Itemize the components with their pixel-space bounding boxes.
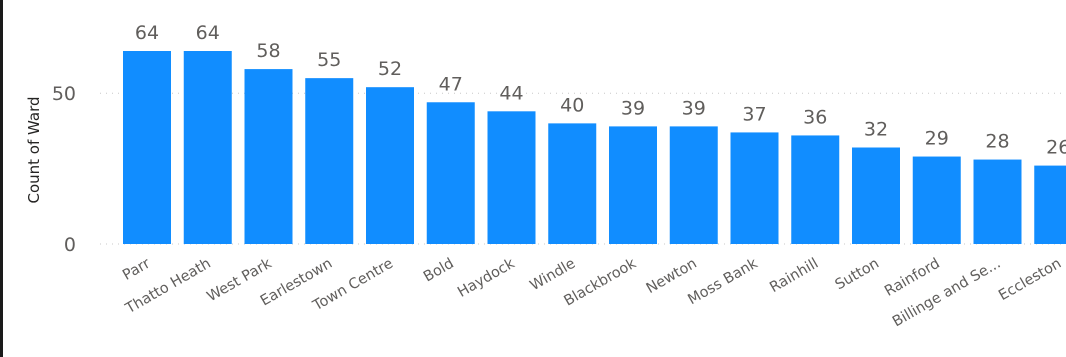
bar [366,87,414,244]
bar [730,132,779,244]
bar [669,126,718,244]
category-label: Rainhill [767,256,821,296]
data-label: 39 [682,97,706,119]
bar [973,159,1022,244]
data-label: 37 [742,103,766,125]
category-label: Haydock [455,255,518,301]
data-label: 47 [439,73,463,95]
data-label: 36 [803,106,827,128]
bar [123,51,171,244]
data-label: 26 [1046,137,1066,159]
data-label: 40 [560,94,584,116]
data-label: 52 [378,58,402,80]
data-label: 64 [135,22,159,44]
y-tick-label: 0 [64,234,76,256]
category-label: Bold [421,256,457,286]
data-label: 28 [985,131,1009,153]
bar [609,126,657,244]
data-label: 58 [256,40,280,62]
bar [426,102,475,244]
category-label: Billinge and Se... [890,256,1004,331]
bar [1034,165,1066,244]
data-label: 32 [864,119,888,141]
category-label: Windle [527,256,578,295]
bar [244,69,293,244]
bar [548,123,597,244]
y-tick-label: 50 [52,83,76,105]
category-label: Moss Bank [685,255,761,308]
bar [791,135,840,244]
data-label: 55 [317,49,341,71]
bar [852,147,900,244]
bar [912,156,961,244]
category-label: Sutton [833,256,882,294]
category-label: Eccleston [996,256,1064,305]
bar [183,51,232,244]
data-label: 39 [621,97,645,119]
bar [487,111,536,244]
data-label: 29 [925,128,949,150]
category-label: Parr [120,256,153,284]
data-label: 44 [499,82,523,104]
bar [305,78,354,244]
data-label: 64 [196,22,220,44]
frame-edge [0,0,3,357]
